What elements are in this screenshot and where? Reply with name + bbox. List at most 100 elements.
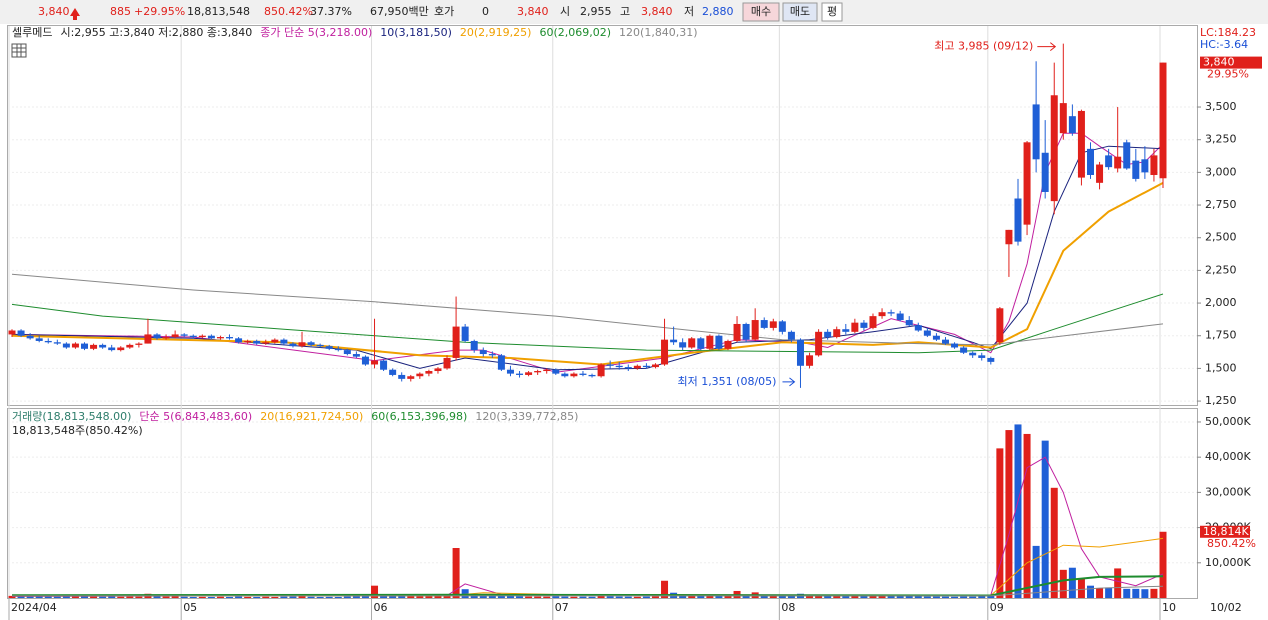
candle-body <box>914 325 922 331</box>
volume-bar <box>597 595 605 598</box>
table-icon-grid <box>12 44 26 57</box>
volume-bar <box>534 596 542 598</box>
candle-body <box>987 357 995 362</box>
volume-bar <box>153 596 161 598</box>
legend-text: 거래량(18,813,548.00) <box>12 410 131 423</box>
volume-bar <box>26 596 34 598</box>
last-price-box <box>1200 56 1262 69</box>
candle-body <box>978 355 986 358</box>
legend-text: 셀루메드 <box>12 26 52 39</box>
y-tick-label: 50,000K <box>1205 415 1251 428</box>
volume-bar <box>1086 585 1094 598</box>
volume-bar <box>352 596 360 598</box>
volume-bar <box>117 596 125 598</box>
volume-bar <box>180 596 188 598</box>
avg-button[interactable] <box>821 2 843 22</box>
volume-bar <box>135 596 143 598</box>
candle-body <box>561 373 569 377</box>
volume-bar <box>914 596 922 598</box>
candle-body <box>1059 103 1067 134</box>
candle-body <box>352 354 360 357</box>
moving-average <box>11 145 1164 371</box>
candle-body <box>570 373 578 377</box>
volume-ratio: 850.42% <box>264 5 313 18</box>
candle-body <box>479 350 487 355</box>
candle-body <box>99 344 107 348</box>
candle-body <box>951 343 959 348</box>
volume-bar <box>1077 578 1085 598</box>
volume-info: 18,813,548주(850.42%) <box>12 424 143 437</box>
table-icon[interactable] <box>11 43 27 58</box>
volume-bar <box>1114 568 1122 598</box>
candle-body <box>470 340 478 351</box>
moving-average <box>11 456 1164 597</box>
candle-body <box>1159 62 1167 179</box>
candle-body <box>615 365 623 368</box>
candle-body <box>1050 95 1058 202</box>
candle-body <box>144 334 152 344</box>
y-tick-label: 40,000K <box>1205 450 1251 463</box>
price-panel <box>7 25 1198 406</box>
candle-body <box>452 326 460 358</box>
sell-label[interactable]: 매도 <box>790 5 810 18</box>
volume-bar <box>90 596 98 598</box>
volume-bar <box>198 596 206 598</box>
high-annotation: 최고 3,985 (09/12) <box>934 40 1033 53</box>
candle-body <box>1096 164 1104 183</box>
volume-bar <box>1068 567 1076 598</box>
volume-bar <box>17 596 25 598</box>
last-volume: 18,814K <box>1203 525 1249 538</box>
volume-bar <box>742 594 750 598</box>
candle-body <box>896 313 904 321</box>
volume-bar <box>561 596 569 598</box>
candle-body <box>1005 229 1013 245</box>
volume-bar <box>416 596 424 598</box>
volume-bar <box>987 595 995 598</box>
candle-body <box>941 339 949 344</box>
candle-body <box>325 346 333 349</box>
candle-body <box>135 343 143 345</box>
candle-body <box>271 339 279 343</box>
y-tick-label: 2,250 <box>1205 263 1237 276</box>
volume-bar <box>1150 588 1158 598</box>
change: 885 <box>110 5 131 18</box>
volume-bar <box>516 596 524 598</box>
volume-bar <box>62 596 70 598</box>
candle-body <box>796 339 804 366</box>
low-annotation: 최저 1,351 (08/05) <box>677 375 776 388</box>
price: 3,840 <box>38 5 70 18</box>
high-label: 고 <box>620 5 630 18</box>
volume-bar <box>71 596 79 598</box>
moving-average <box>11 293 1164 354</box>
y-tick-label: 1,250 <box>1205 394 1237 407</box>
volume-bar <box>81 596 89 598</box>
candle-body <box>1141 159 1149 173</box>
volume-bar <box>325 596 333 598</box>
turnover: 37.37% <box>310 5 352 18</box>
avg-label[interactable]: 평 <box>827 5 837 18</box>
candle-body <box>869 316 877 328</box>
volume-bar <box>99 596 107 598</box>
volume-bar <box>860 596 868 598</box>
volume-bar <box>343 596 351 598</box>
buy-label[interactable]: 매수 <box>751 5 771 18</box>
buy-button[interactable] <box>742 2 780 22</box>
volume-bar <box>932 596 940 598</box>
volume-bar <box>207 596 215 598</box>
volume-bar <box>361 595 369 598</box>
candle-body <box>1041 152 1049 192</box>
volume-bar <box>1105 587 1113 598</box>
volume-bar <box>815 594 823 598</box>
sell-button[interactable] <box>782 2 818 22</box>
toolbar <box>0 0 1268 24</box>
volume-bar <box>697 595 705 598</box>
volume-bar <box>724 595 732 598</box>
candle-body <box>633 365 641 369</box>
volume-bar <box>1014 424 1022 598</box>
candle-body <box>905 320 913 326</box>
volume-bar <box>226 596 234 598</box>
volume-bar <box>570 596 578 598</box>
moving-average <box>11 575 1164 597</box>
candle-body <box>724 340 732 349</box>
